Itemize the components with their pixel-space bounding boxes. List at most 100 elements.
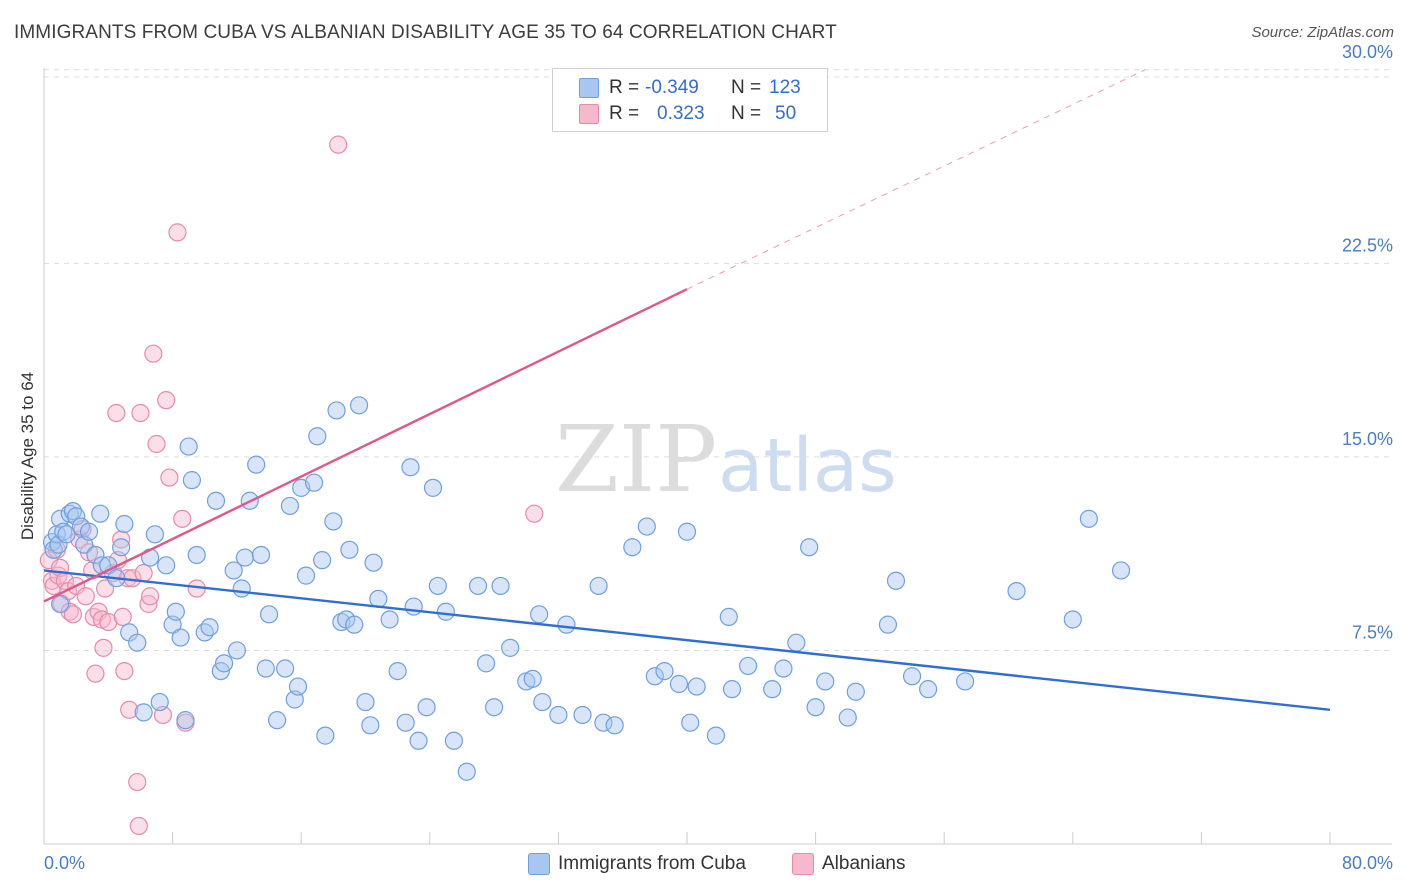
legend-r-label: R = <box>609 103 640 124</box>
cuba-point <box>79 522 99 541</box>
cuba-point <box>417 698 436 717</box>
cuba-point <box>345 615 364 634</box>
cuba-point <box>1079 509 1098 528</box>
y-tick-label: 22.5% <box>1342 235 1393 255</box>
cuba-point <box>86 545 105 565</box>
cuba-point <box>150 692 169 712</box>
albanians-point <box>60 602 79 621</box>
source-credit: Source: ZipAtlas.com <box>1251 24 1394 41</box>
cuba-point <box>187 545 206 565</box>
cuba-point <box>115 514 134 534</box>
cuba-point <box>878 615 898 634</box>
cuba-point <box>145 525 165 544</box>
albanians-point <box>112 530 131 549</box>
cuba-point <box>206 491 226 510</box>
cuba-point <box>259 605 279 624</box>
cuba-point <box>380 610 399 629</box>
legend-n-label: N = <box>731 77 762 98</box>
cuba-point <box>171 628 190 647</box>
y-tick-labels: 7.5% 15.0% 22.5% 30.0% <box>1342 42 1393 643</box>
bottom-legend-label-albanians: Albanians <box>822 853 906 874</box>
cuba-point <box>195 623 214 642</box>
albanians-point <box>173 509 192 528</box>
stats-legend: R = -0.349 N = 123 R = 0.323 N = 50 <box>552 68 828 132</box>
albanians-point <box>160 468 179 487</box>
bottom-legend-swatch-albanians <box>792 853 814 875</box>
bottom-legend-label-cuba: Immigrants from Cuba <box>558 853 746 874</box>
cuba-point <box>224 561 243 580</box>
cuba-point <box>594 713 613 732</box>
cuba-point <box>57 525 76 544</box>
albanians-point <box>144 344 163 363</box>
albanians-point <box>76 587 95 606</box>
cuba-point <box>530 605 549 624</box>
cuba-point <box>800 538 819 557</box>
cuba-point <box>388 661 407 681</box>
cuba-point <box>589 576 608 596</box>
cuba-point <box>396 713 415 732</box>
cuba-point <box>681 713 700 732</box>
albanians-point <box>139 594 158 614</box>
cuba-point <box>296 566 316 585</box>
cuba-point <box>655 661 674 681</box>
cuba-point <box>280 496 300 516</box>
cuba-point <box>523 669 542 688</box>
cuba-point <box>340 540 359 559</box>
cuba-points <box>42 396 1131 781</box>
cuba-point <box>677 522 697 541</box>
legend-n-value: 50 <box>775 103 797 124</box>
albanians-point <box>140 587 160 606</box>
legend-n-value: 123 <box>769 77 801 98</box>
cuba-point <box>476 654 496 673</box>
albanians-point <box>329 135 348 154</box>
albanians-trend-extension <box>686 69 1146 290</box>
y-axis-label: Disability Age 35 to 64 <box>18 372 37 540</box>
albanians-point <box>113 607 132 627</box>
axes <box>43 68 1392 845</box>
cuba-point <box>91 504 110 523</box>
cuba-point <box>485 698 504 717</box>
cuba-point <box>787 633 806 652</box>
cuba-point <box>256 659 275 678</box>
cuba-point <box>706 726 726 745</box>
albanians-point <box>128 772 147 792</box>
cuba-point <box>838 708 857 727</box>
albanians-points <box>39 135 544 836</box>
cuba-point <box>200 618 219 637</box>
legend-swatch-albanians <box>579 104 599 124</box>
cuba-point <box>349 396 369 415</box>
legend-r-value: -0.349 <box>645 77 699 98</box>
cuba-point <box>687 677 706 696</box>
x-ticks <box>43 832 1331 844</box>
cuba-point <box>573 705 592 725</box>
x-tick-label-min: 0.0% <box>44 853 85 873</box>
cuba-point <box>645 667 664 686</box>
cuba-point <box>276 659 295 678</box>
albanians-point <box>157 391 176 410</box>
cuba-point <box>444 731 464 750</box>
albanians-point <box>131 403 150 423</box>
legend-r-value: 0.323 <box>657 103 705 124</box>
cuba-point <box>404 597 423 616</box>
legend-row-cuba: R = -0.349 N = 123 <box>553 75 827 101</box>
watermark: ZIP atlas <box>555 406 897 513</box>
cuba-point <box>288 677 308 696</box>
cuba-point <box>806 698 825 717</box>
cuba-point <box>533 692 552 712</box>
cuba-point <box>308 427 327 446</box>
cuba-point <box>247 455 266 474</box>
cuba-point <box>557 615 576 634</box>
cuba-point <box>364 553 383 572</box>
cuba-point <box>324 512 343 531</box>
cuba-point <box>304 473 324 492</box>
cuba-point <box>63 501 83 521</box>
watermark-atlas: atlas <box>718 423 897 509</box>
albanians-point <box>168 223 187 242</box>
cuba-point <box>423 478 443 497</box>
cuba-point <box>549 705 568 725</box>
legend-row-albanians: R = 0.323 N = 50 <box>553 101 827 127</box>
cuba-point <box>428 576 447 596</box>
cuba-point <box>719 607 738 627</box>
cuba-point <box>501 638 520 657</box>
